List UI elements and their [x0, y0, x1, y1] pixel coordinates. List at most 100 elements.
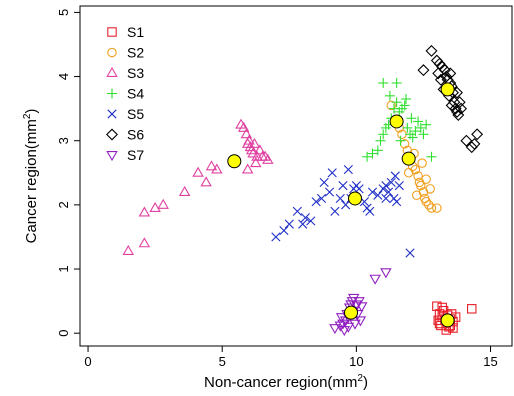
data-point [390, 171, 400, 181]
data-point [200, 176, 212, 187]
data-point [329, 324, 341, 335]
data-point [471, 128, 484, 141]
series-s3 [122, 118, 274, 256]
data-point [298, 219, 308, 229]
legend-marker [107, 109, 117, 119]
centroid-s5 [348, 191, 363, 206]
data-point [460, 134, 473, 147]
legend-label: S2 [127, 45, 144, 61]
x-tick-label: 0 [84, 354, 91, 369]
data-point [367, 187, 378, 197]
centroid-s6 [440, 82, 455, 97]
data-point [445, 99, 458, 112]
legend-marker [106, 151, 118, 162]
legend-marker [107, 27, 117, 37]
data-point [365, 206, 375, 216]
data-point [306, 216, 316, 226]
data-point [426, 203, 437, 213]
legend-label: S1 [127, 24, 144, 40]
data-point [327, 168, 337, 178]
data-point [468, 137, 481, 150]
data-point [402, 122, 413, 133]
data-point [335, 313, 348, 324]
data-point [338, 181, 348, 191]
data-point [349, 319, 361, 330]
data-point [455, 102, 467, 115]
data-point [413, 116, 424, 127]
data-point [386, 177, 396, 188]
data-point [343, 164, 353, 175]
y-tick-label: 5 [56, 9, 71, 16]
data-point [284, 219, 294, 229]
legend-item: S1 [107, 24, 144, 40]
centroid-s7 [344, 305, 359, 320]
data-point [416, 180, 426, 191]
series-s1 [432, 301, 477, 335]
data-point [338, 326, 351, 337]
data-point [367, 148, 378, 159]
data-point [444, 67, 457, 80]
data-point [410, 126, 421, 137]
data-point [319, 177, 329, 188]
data-point [292, 206, 302, 216]
data-point [192, 166, 204, 177]
data-point [316, 193, 327, 204]
legend-item: S5 [107, 106, 144, 122]
data-point [399, 100, 410, 111]
series-s7 [329, 268, 392, 337]
data-point [384, 90, 395, 101]
x-axis-title: Non-cancer region(mm2) [204, 373, 368, 391]
data-point [392, 197, 402, 207]
data-point [418, 129, 429, 140]
data-point [432, 203, 442, 213]
data-point [342, 322, 355, 333]
data-point [425, 44, 438, 57]
data-point [381, 193, 391, 204]
data-point [425, 184, 435, 194]
y-tick-label: 1 [56, 265, 71, 272]
y-axis-title: Cancer region(mm2) [22, 109, 40, 244]
data-point [378, 129, 389, 140]
legend-label: S6 [127, 127, 144, 143]
data-point [395, 135, 406, 146]
data-point [421, 174, 431, 184]
data-point [386, 100, 397, 111]
data-point [353, 297, 365, 308]
data-point [149, 201, 161, 213]
data-point [451, 105, 463, 118]
series-s6 [417, 44, 484, 154]
data-point [417, 158, 427, 168]
data-point [413, 171, 423, 181]
data-point [426, 151, 437, 162]
legend-label: S7 [127, 147, 144, 163]
data-point [372, 145, 383, 156]
data-point [437, 302, 447, 313]
data-point [354, 316, 367, 327]
legend-item: S4 [107, 86, 144, 102]
x-tick-label: 5 [219, 354, 226, 369]
data-point [138, 206, 151, 217]
centroid-s1 [440, 313, 455, 328]
series-s5 [271, 164, 415, 258]
data-point [411, 190, 422, 200]
legend-label: S3 [127, 65, 144, 81]
data-point [375, 135, 386, 146]
legend-item: S7 [106, 147, 144, 163]
data-point [324, 187, 335, 197]
data-point [401, 94, 412, 105]
data-point [341, 200, 351, 210]
legend-marker [106, 66, 118, 77]
data-point [421, 119, 432, 130]
legend-label: S5 [127, 106, 144, 122]
data-point [248, 137, 261, 148]
data-point [157, 198, 169, 209]
data-point [453, 96, 466, 109]
data-point [391, 97, 402, 108]
legend: S1 S2 S3 S4 S5 S6 S7 [106, 24, 144, 163]
data-point [432, 67, 445, 80]
plot-frame [79, 5, 513, 347]
data-point [250, 157, 262, 168]
data-point [205, 160, 218, 171]
data-point [391, 77, 402, 88]
